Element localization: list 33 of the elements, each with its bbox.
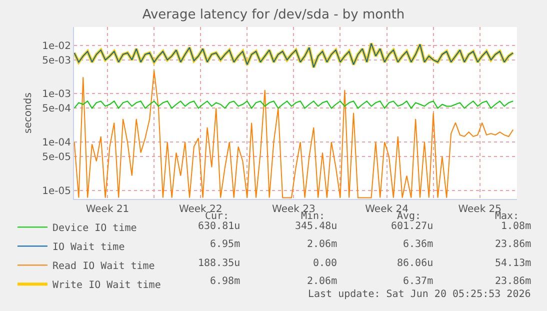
text: 2.06m	[307, 239, 338, 250]
text: 630.81u	[198, 221, 240, 232]
chart-title: Average latency for /dev/sda - by month	[142, 8, 405, 23]
text: 54.13m	[495, 258, 532, 269]
text: Min:	[301, 211, 326, 222]
text: Max:	[495, 211, 520, 222]
text: 6.37m	[403, 276, 434, 287]
text: 1.08m	[501, 221, 532, 232]
legend-label: Read IO Wait time	[52, 261, 155, 272]
y-axis-title: seconds	[23, 92, 34, 134]
text: 23.86m	[495, 276, 532, 287]
text: 86.06u	[397, 258, 434, 269]
y-tick-label: 1e-03	[42, 89, 71, 100]
text: Last update: Sat Jun 20 05:25:53 2026	[308, 289, 531, 300]
text: 6.95m	[210, 239, 240, 250]
y-tick-label: 1e-05	[42, 186, 71, 197]
y-tick-label: 5e-04	[42, 104, 71, 115]
x-tick-label: Week 21	[86, 204, 130, 215]
text: 601.27u	[391, 221, 434, 232]
legend-label: IO Wait time	[52, 242, 125, 254]
text: 23.86m	[495, 239, 532, 250]
y-tick-label: 5e-03	[42, 55, 71, 66]
text: 6.36m	[403, 239, 434, 250]
text: 345.48u	[295, 221, 338, 232]
text: 0.00	[313, 258, 338, 269]
y-tick-label: 5e-05	[42, 152, 71, 164]
y-tick-label: 1e-02	[42, 40, 71, 52]
legend-label: Device IO time	[52, 223, 137, 234]
y-tick-label: 1e-04	[42, 137, 71, 148]
legend-label: Write IO Wait time	[52, 280, 161, 292]
text: 6.98m	[210, 276, 240, 287]
text: 2.06m	[307, 276, 338, 287]
text: 188.35u	[198, 258, 240, 269]
